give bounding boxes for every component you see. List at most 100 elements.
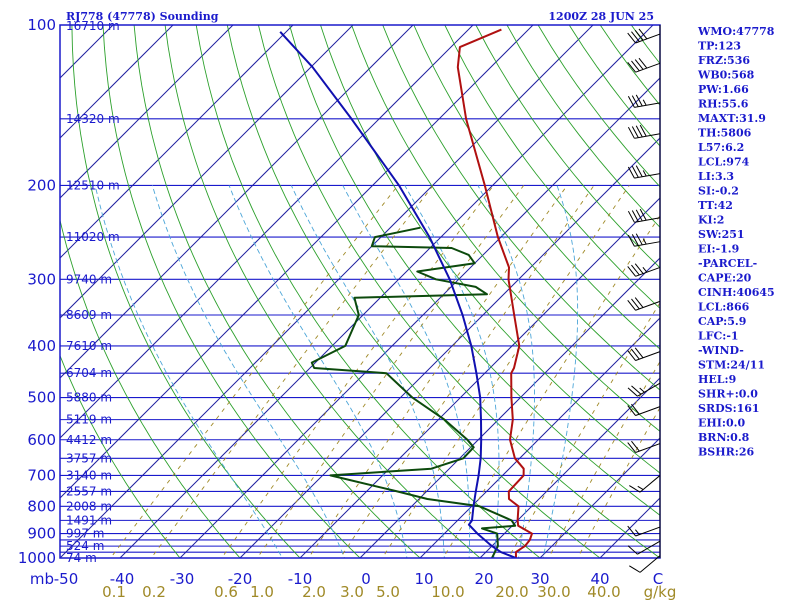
- height-label: 997 m: [66, 527, 104, 541]
- height-label: 14320 m: [66, 112, 120, 126]
- mixing-ratio-line: [109, 185, 399, 558]
- wind-barb: [627, 347, 661, 361]
- pressure-label-500: 500: [27, 389, 56, 407]
- parcel-trace: [279, 31, 517, 558]
- height-label: 11020 m: [66, 230, 120, 244]
- wind-barb: [629, 475, 661, 493]
- mixing-ratio-label: 0.6: [214, 583, 238, 600]
- index-line: CAP:5.9: [698, 315, 746, 328]
- pressure-label-300: 300: [27, 270, 56, 288]
- moist-adiabat: [404, 185, 500, 558]
- wind-barb: [627, 28, 661, 44]
- height-label: 5880 m: [66, 391, 112, 405]
- dry-adiabat: [289, 25, 660, 516]
- mixing-ratio-line: [339, 185, 595, 558]
- pressure-label-900: 900: [27, 525, 56, 543]
- valid-time: 1200Z 28 JUN 25: [548, 10, 654, 23]
- index-line: MAXT:31.9: [698, 112, 766, 125]
- wind-barb: [627, 94, 661, 108]
- pressure-label-800: 800: [27, 497, 56, 515]
- index-line: EHI:0.0: [698, 417, 745, 430]
- mixing-ratio-label: 2.0: [302, 583, 326, 600]
- index-line: TH:5806: [698, 127, 752, 140]
- traces: [279, 28, 533, 558]
- isotherm: [60, 25, 534, 499]
- height-label: 5119 m: [66, 413, 112, 427]
- temperature-label: -20: [228, 570, 253, 588]
- index-line: HEL:9: [698, 373, 736, 386]
- index-line: WMO:47778: [697, 25, 775, 38]
- index-line: LI:3.3: [698, 170, 734, 183]
- wind-barb: [629, 555, 661, 573]
- isotherm: [479, 377, 660, 558]
- pressure-label-200: 200: [27, 176, 56, 194]
- mixing-ratio-label: 30.0: [537, 583, 570, 600]
- height-label: 16710 m: [66, 19, 120, 33]
- mixing-ratio-label: 10.0: [431, 583, 464, 600]
- height-label: 6704 m: [66, 366, 112, 380]
- pressure-label-400: 400: [27, 337, 56, 355]
- temperature-label: 30: [530, 570, 549, 588]
- height-label: 8609 m: [66, 308, 112, 322]
- wind-barb: [627, 208, 661, 223]
- dry-adiabat: [413, 25, 660, 350]
- temperature-label: 10: [414, 570, 433, 588]
- moist-adiabat: [228, 185, 408, 558]
- mixing-ratio-label: 0.2: [142, 583, 166, 600]
- index-line: SW:251: [698, 228, 745, 241]
- isotherm: [60, 25, 234, 199]
- dry-adiabat: [102, 25, 361, 558]
- mixing-ratio-line: [507, 301, 660, 558]
- isotherm: [60, 25, 414, 379]
- wind-barb: [627, 165, 661, 179]
- mixing-ratio-line: [221, 185, 494, 558]
- isotherm: [299, 197, 660, 558]
- mixing-ratio-label: 40.0: [587, 583, 620, 600]
- index-line: WB0:568: [697, 69, 755, 82]
- mixing-ratio-label: 5.0: [376, 583, 400, 600]
- height-label: 1491 m: [66, 513, 112, 527]
- mixing-ratio-line: [150, 185, 434, 558]
- index-line: BRN:0.8: [698, 431, 750, 444]
- moist-adiabat: [290, 185, 445, 558]
- index-line: TP:123: [698, 40, 741, 53]
- index-line: LCL:974: [698, 156, 750, 169]
- isotherm: [60, 25, 594, 558]
- temperature-label: -50: [54, 570, 79, 588]
- temperature-label: -10: [288, 570, 313, 588]
- temperature-label: mb: [30, 570, 54, 588]
- isotherm: [60, 25, 354, 319]
- pressure-label-600: 600: [27, 431, 56, 449]
- mixing-ratio-line: [381, 185, 630, 558]
- index-line: BSHR:26: [698, 446, 754, 459]
- dewpoint-trace: [310, 226, 517, 558]
- isotherm: [419, 317, 660, 558]
- station-title: RJ778 (47778) Sounding: [66, 10, 219, 23]
- mixing-ratio-label: 20.0: [495, 583, 528, 600]
- index-line: SI:-0.2: [698, 185, 739, 198]
- temperature-label: 20: [474, 570, 493, 588]
- dry-adiabat: [164, 25, 481, 558]
- dry-adiabat: [382, 25, 660, 391]
- mixing-ratio-label: 3.0: [340, 583, 364, 600]
- index-line: SRDS:161: [698, 402, 760, 415]
- index-line: -WIND-: [698, 344, 744, 357]
- isotherm: [60, 25, 474, 439]
- index-line: TT:42: [698, 199, 733, 212]
- height-label: 7610 m: [66, 339, 112, 353]
- dry-adiabat: [60, 218, 241, 558]
- temperature-label: C: [653, 570, 663, 588]
- temperature-label: -30: [170, 570, 195, 588]
- pressure-label-1000: 1000: [18, 549, 56, 567]
- index-line: FRZ:536: [698, 54, 750, 67]
- dry-adiabat: [195, 25, 541, 558]
- dry-adiabat: [60, 354, 181, 558]
- mixing-ratio-line: [256, 185, 525, 558]
- index-line: L57:6.2: [698, 141, 744, 154]
- height-label: 3757 m: [66, 451, 112, 465]
- isotherm: [60, 25, 174, 139]
- isotherm: [359, 257, 660, 558]
- wind-barb: [627, 403, 661, 416]
- dry-adiabat: [133, 25, 421, 558]
